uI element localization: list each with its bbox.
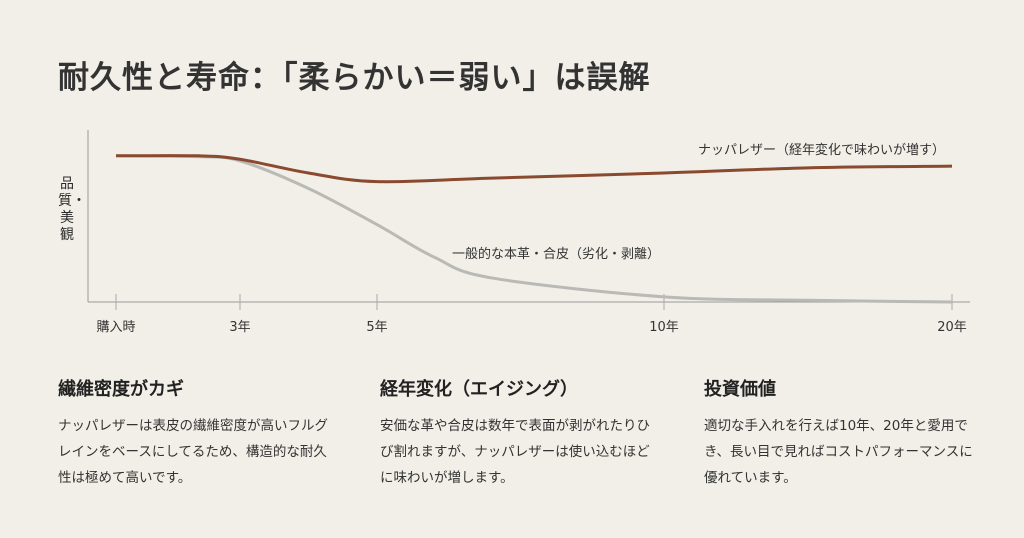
page-title: 耐久性と寿命：「柔らかい＝弱い」は誤解 — [58, 60, 651, 96]
info-column-fiber: 繊維密度がカギ ナッパレザーは表皮の繊維密度が高いフルグレインをベースにしてるた… — [58, 375, 328, 491]
x-tick-label: 20年 — [937, 320, 967, 335]
info-column-investment: 投資価値 適切な手入れを行えば10年、20年と愛用でき、長い目で見ればコストパフ… — [704, 375, 974, 491]
column-body: ナッパレザーは表皮の繊維密度が高いフルグレインをベースにしてるため、構造的な耐久… — [58, 418, 328, 486]
chart: 購入時 3年 5年 10年 20年 ナッパレザー（経年変化で味わいが増す） 一般的な本革… — [87, 130, 970, 335]
x-tick-label: 購入時 — [96, 320, 135, 335]
x-tick-label: 10年 — [649, 320, 679, 335]
info-column-aging: 経年変化（エイジング） 安価な革や合皮は数年で表面が剥がれたりひび割れますが、ナ… — [380, 375, 650, 491]
series-line-nappa — [115, 154, 953, 184]
column-body: 適切な手入れを行えば10年、20年と愛用でき、長い目で見ればコストパフォーマンス… — [704, 418, 973, 486]
legend-label-nappa: ナッパレザー（経年変化で味わいが増す） — [698, 142, 945, 158]
x-tick-label: 5年 — [366, 320, 387, 335]
column-heading: 投資価値 — [704, 379, 776, 400]
column-heading: 繊維密度がカギ — [58, 379, 184, 400]
legend-label-general: 一般的な本革・合皮（劣化・剥離） — [452, 246, 660, 262]
x-tick-label: 3年 — [229, 320, 250, 335]
column-heading: 経年変化（エイジング） — [380, 379, 578, 400]
column-body: 安価な革や合皮は数年で表面が剥がれたりひび割れますが、ナッパレザーは使い込むほど… — [380, 418, 650, 486]
